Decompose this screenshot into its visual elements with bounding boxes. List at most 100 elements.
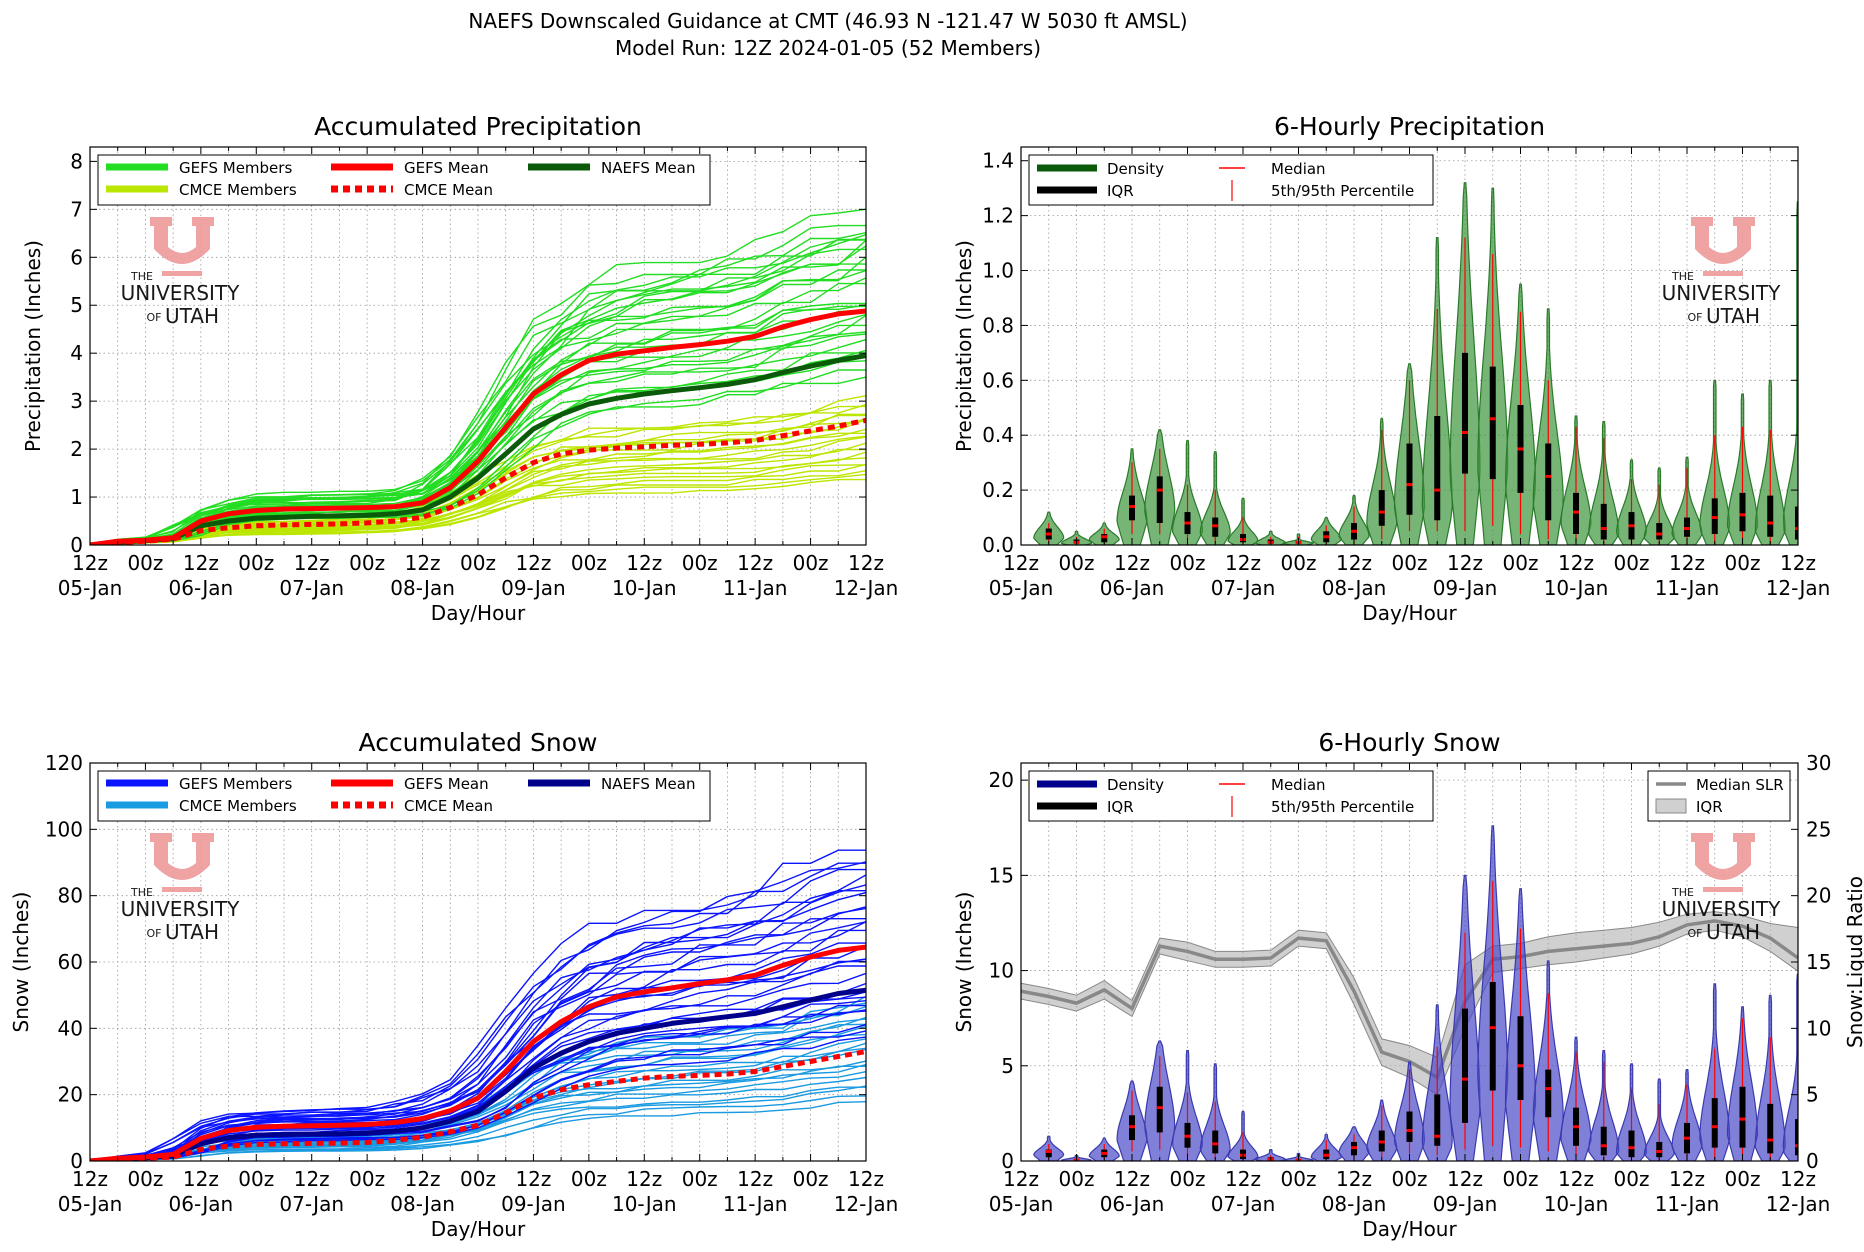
x-tick-label-day: 06-Jan xyxy=(1100,576,1165,600)
logo-text-university: UNIVERSITY xyxy=(121,281,241,305)
x-tick-label-hour: 00z xyxy=(1059,1167,1095,1191)
x-tick-label-hour: 00z xyxy=(571,551,607,575)
y-tick-label: 100 xyxy=(45,817,83,841)
x-axis-label: Day/Hour xyxy=(431,601,526,625)
x-tick-label-hour: 12z xyxy=(1336,551,1372,575)
x-tick-label-hour: 00z xyxy=(127,551,163,575)
chart-title: 6-Hourly Precipitation xyxy=(1274,112,1545,141)
legend-label-cmce_member: CMCE Members xyxy=(179,181,297,199)
y-axis-label: Snow (Inches) xyxy=(952,892,976,1033)
legend2-label-slr: Median SLR xyxy=(1696,776,1784,794)
legend-box xyxy=(1028,770,1434,822)
x-tick-label-hour: 00z xyxy=(571,1167,607,1191)
x-tick-label-hour: 12z xyxy=(626,1167,662,1191)
y-tick-label: 1 xyxy=(70,485,83,509)
x-tick-label-hour: 12z xyxy=(72,551,108,575)
gefs-member-line xyxy=(90,208,866,545)
y-tick-label: 8 xyxy=(70,149,83,173)
plot-area xyxy=(90,849,866,1161)
y-tick-label: 0.4 xyxy=(982,423,1014,447)
logo-u-shape xyxy=(154,219,210,264)
y2-tick-label: 5 xyxy=(1806,1083,1819,1107)
y-tick-label: 0.6 xyxy=(982,368,1014,392)
x-tick-label-day: 09-Jan xyxy=(501,576,566,600)
x-tick-label-hour: 00z xyxy=(238,551,274,575)
x-tick-label-hour: 12z xyxy=(183,551,219,575)
legend-label-percentile: 5th/95th Percentile xyxy=(1271,798,1414,816)
x-axis-label: Day/Hour xyxy=(1362,601,1457,625)
y-tick-label: 20 xyxy=(989,768,1014,792)
legend-label-naefs_mean: NAEFS Mean xyxy=(601,159,695,177)
x-tick-label-day: 11-Jan xyxy=(1655,576,1720,600)
x-tick-label-hour: 12z xyxy=(737,1167,773,1191)
cmce-mean-line xyxy=(90,1049,866,1161)
x-tick-label-hour: 00z xyxy=(238,1167,274,1191)
plot-area xyxy=(1033,182,1798,545)
gefs-member-line xyxy=(90,239,866,545)
x-tick-label-day: 08-Jan xyxy=(1322,1192,1387,1216)
logo-text-the: THE xyxy=(1671,270,1694,283)
x-tick-label-hour: 00z xyxy=(1614,1167,1650,1191)
x-tick-label-hour: 12z xyxy=(848,1167,884,1191)
legend-label-cmce_member: CMCE Members xyxy=(179,797,297,815)
cmce-member-line xyxy=(90,435,866,545)
y-tick-label: 0 xyxy=(70,1149,83,1173)
x-tick-label-day: 05-Jan xyxy=(989,576,1054,600)
legend-box xyxy=(97,154,711,206)
cmce-member-line xyxy=(90,1085,866,1161)
y-tick-label: 120 xyxy=(45,751,83,775)
y-axis-label: Snow (Inches) xyxy=(9,892,33,1033)
logo-text-the: THE xyxy=(130,886,153,899)
cmce-member-line xyxy=(90,463,866,545)
logo-text-university: UNIVERSITY xyxy=(1662,281,1782,305)
x-tick-label-hour: 12z xyxy=(737,551,773,575)
naefs-mean-line xyxy=(90,987,866,1161)
logo-base xyxy=(162,887,202,892)
legend2-label-iqr: IQR xyxy=(1696,798,1723,816)
x-tick-label-day: 11-Jan xyxy=(1655,1192,1720,1216)
x-tick-label-hour: 00z xyxy=(1503,551,1539,575)
x-tick-label-hour: 00z xyxy=(682,1167,718,1191)
x-tick-label-day: 08-Jan xyxy=(390,576,455,600)
suptitle-line1: NAEFS Downscaled Guidance at CMT (46.93 … xyxy=(468,9,1187,33)
logo-text-of: OF xyxy=(147,927,162,940)
x-tick-label-hour: 12z xyxy=(405,1167,441,1191)
violins xyxy=(1033,825,1798,1161)
y-tick-label: 7 xyxy=(70,197,83,221)
suptitle-line2: Model Run: 12Z 2024-01-05 (52 Members) xyxy=(615,36,1041,60)
legend-label-cmce_mean: CMCE Mean xyxy=(404,181,493,199)
x-tick-label-hour: 12z xyxy=(848,551,884,575)
y2-tick-label: 25 xyxy=(1806,817,1831,841)
x-tick-label-hour: 12z xyxy=(72,1167,108,1191)
x-tick-label-hour: 12z xyxy=(1336,1167,1372,1191)
gefs-mean-line xyxy=(90,944,866,1161)
x-tick-label-day: 09-Jan xyxy=(1433,576,1498,600)
x-tick-label-day: 07-Jan xyxy=(1211,1192,1276,1216)
logo-text-university: UNIVERSITY xyxy=(1662,897,1782,921)
violin-density xyxy=(1782,973,1798,1161)
logo-u-shape xyxy=(1695,219,1751,264)
x-tick-label-hour: 00z xyxy=(349,551,385,575)
legend-label-gefs_mean: GEFS Mean xyxy=(404,775,489,793)
gefs-member-line xyxy=(90,369,866,545)
gefs-member-line xyxy=(90,234,866,545)
logo-base xyxy=(1703,271,1743,276)
x-tick-label-hour: 12z xyxy=(1558,1167,1594,1191)
cmce-member-line xyxy=(90,1095,866,1161)
y-axis-label: Precipitation (Inches) xyxy=(952,240,976,452)
y-axis-label: Precipitation (Inches) xyxy=(21,240,45,452)
logo-u-shape xyxy=(1695,835,1751,880)
logo-text-utah: UTAH xyxy=(165,304,219,328)
logo-text-utah: UTAH xyxy=(1706,304,1760,328)
x-tick-label-day: 05-Jan xyxy=(989,1192,1054,1216)
x-tick-label-hour: 12z xyxy=(1003,551,1039,575)
x-tick-label-hour: 12z xyxy=(1114,1167,1150,1191)
grid xyxy=(89,762,867,1162)
legend-label-density: Density xyxy=(1107,776,1164,794)
logo-text-utah: UTAH xyxy=(165,920,219,944)
